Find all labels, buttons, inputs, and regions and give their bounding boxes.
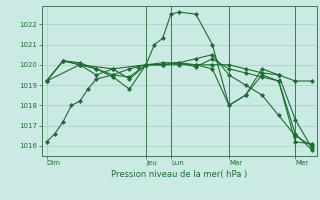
X-axis label: Pression niveau de la mer( hPa ): Pression niveau de la mer( hPa ) <box>111 170 247 179</box>
